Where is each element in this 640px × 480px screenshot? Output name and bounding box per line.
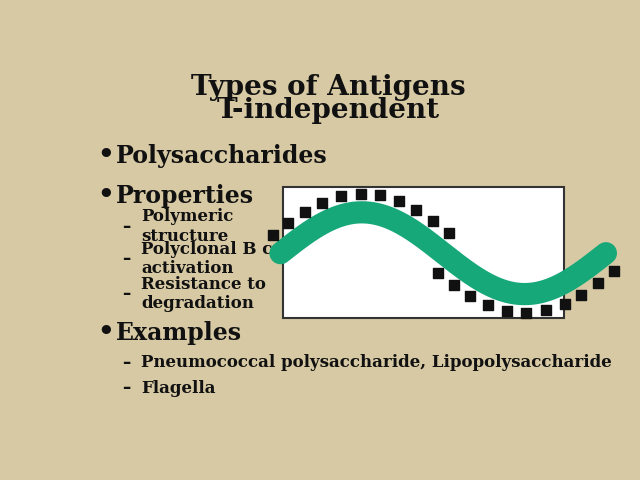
- Text: •: •: [97, 143, 114, 168]
- Text: Pneumococcal polysaccharide, Lipopolysaccharide: Pneumococcal polysaccharide, Lipopolysac…: [141, 354, 612, 371]
- Text: Polymeric
structure: Polymeric structure: [141, 208, 234, 245]
- Point: [394, 198, 404, 205]
- Point: [356, 190, 366, 197]
- Point: [465, 292, 476, 300]
- Text: Resistance to
degradation: Resistance to degradation: [141, 276, 266, 312]
- Point: [268, 231, 278, 239]
- Text: Polysaccharides: Polysaccharides: [116, 144, 328, 168]
- Point: [483, 301, 493, 309]
- FancyBboxPatch shape: [284, 187, 564, 318]
- Point: [375, 192, 385, 199]
- Text: –: –: [122, 353, 131, 372]
- Text: Types of Antigens: Types of Antigens: [191, 73, 465, 101]
- Text: Flagella: Flagella: [141, 380, 216, 397]
- Text: –: –: [122, 217, 131, 236]
- Text: T-independent: T-independent: [216, 96, 440, 123]
- Point: [521, 309, 531, 317]
- Text: –: –: [122, 285, 131, 303]
- Point: [335, 192, 346, 200]
- Point: [433, 270, 443, 277]
- Point: [541, 306, 551, 314]
- Point: [317, 199, 327, 206]
- Text: •: •: [97, 183, 114, 209]
- Point: [411, 206, 421, 214]
- Text: Properties: Properties: [116, 184, 254, 208]
- Text: Examples: Examples: [116, 321, 242, 345]
- Point: [428, 217, 438, 225]
- Point: [444, 229, 454, 237]
- Point: [593, 280, 603, 288]
- Text: –: –: [122, 379, 131, 397]
- Text: Polyclonal B cell
activation: Polyclonal B cell activation: [141, 241, 296, 277]
- Point: [559, 300, 570, 308]
- Point: [300, 208, 310, 216]
- Text: –: –: [122, 250, 131, 268]
- Point: [609, 268, 619, 276]
- Point: [502, 307, 512, 315]
- Point: [577, 291, 587, 299]
- Text: •: •: [97, 320, 114, 346]
- Point: [449, 282, 459, 289]
- Point: [284, 219, 294, 227]
